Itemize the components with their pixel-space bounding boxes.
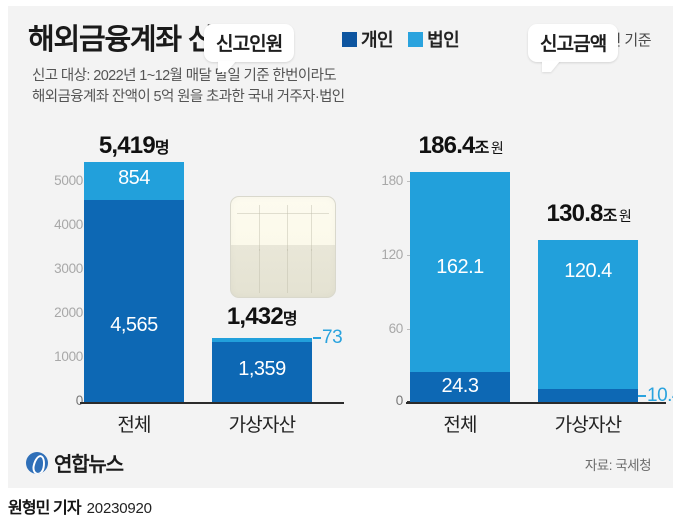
bar-value-corp: 162.1	[436, 256, 484, 278]
legend: 개인 법인	[342, 26, 460, 52]
bar-value-personal-outside: 10.4	[638, 385, 673, 407]
bar-total-headcount-crypto: 1,432명	[226, 303, 298, 330]
publish-date: 20230920	[86, 500, 152, 517]
bar-total-amount-crypto: 130.8조 원	[546, 200, 632, 227]
bar-segment-personal: 24.3	[410, 372, 510, 402]
chart-headcount: 5000 4000 3000 2000 1000 0 854 4,565	[16, 126, 346, 436]
yonhap-logo-icon	[26, 451, 48, 474]
bar-segment-corp	[212, 338, 312, 342]
bar-segment-corp: 162.1	[410, 172, 510, 372]
bubble-headcount: 신고인원	[204, 24, 295, 62]
category-label-total: 전체	[117, 415, 151, 436]
bar-headcount-total: 854 4,565	[84, 162, 184, 402]
bar-value-personal: 1,359	[238, 358, 286, 380]
bar-headcount-crypto: 1,359	[212, 338, 312, 402]
bar-amount-crypto: 120.4	[538, 240, 638, 402]
category-label-crypto: 가상자산	[554, 415, 623, 436]
byline: 원형민 기자 20230920	[8, 494, 152, 518]
category-label-total: 전체	[443, 415, 477, 436]
bar-segment-personal	[538, 389, 638, 402]
legend-label-corp: 법인	[427, 30, 460, 50]
content-panel: 해외금융계좌 신고현황 개인 법인 2023년 기준 신고 대상: 2022년 …	[8, 6, 673, 488]
bubble-amount: 신고금액	[528, 24, 619, 62]
subtitle-line-2: 해외금융계좌 잔액이 5억 원을 초과한 국내 거주자·법인	[32, 89, 345, 105]
bar-amount-total: 162.1 24.3	[410, 172, 510, 402]
bar-value-personal: 24.3	[441, 375, 479, 397]
legend-item-personal: 개인	[342, 26, 394, 52]
bar-value-corp: 120.4	[564, 260, 612, 282]
x-axis-baseline	[406, 402, 666, 404]
plot-area-headcount: 5000 4000 3000 2000 1000 0 854 4,565	[16, 126, 346, 436]
reporter-name: 원형민 기자	[8, 500, 82, 517]
category-label-crypto: 가상자산	[228, 415, 297, 436]
bar-total-amount-total: 186.4조 원	[418, 132, 504, 159]
decorative-illustration	[230, 196, 336, 298]
legend-item-corp: 법인	[408, 26, 460, 52]
source-note: 자료: 국세청	[584, 458, 652, 473]
plot-area-amount: 180 120 60 0 162.1 24.3 186.4조 원 전체	[348, 126, 673, 436]
legend-swatch-corp-icon	[408, 31, 424, 47]
bar-segment-corp: 854	[84, 162, 184, 200]
bar-value-personal: 4,565	[110, 314, 158, 336]
footer: 연합뉴스 자료: 국세청	[8, 440, 673, 488]
x-axis-baseline	[80, 402, 344, 404]
bar-segment-personal: 1,359	[212, 342, 312, 402]
bar-segment-personal: 4,565	[84, 200, 184, 402]
subtitle: 신고 대상: 2022년 1~12월 매달 말일 기준 한번이라도 해외금융계좌…	[32, 66, 345, 108]
brand-name: 연합뉴스	[54, 454, 124, 476]
bar-total-headcount-total: 5,419명	[98, 132, 170, 159]
chart-amount: 180 120 60 0 162.1 24.3 186.4조 원 전체	[348, 126, 673, 436]
bar-value-corp-outside: 73	[313, 327, 343, 349]
legend-swatch-personal-icon	[342, 31, 357, 47]
legend-label-personal: 개인	[361, 30, 394, 50]
subtitle-line-1: 신고 대상: 2022년 1~12월 매달 말일 기준 한번이라도	[32, 68, 337, 84]
brand: 연합뉴스	[26, 448, 124, 477]
bar-value-corp: 854	[118, 167, 150, 189]
bar-segment-corp: 120.4	[538, 240, 638, 389]
